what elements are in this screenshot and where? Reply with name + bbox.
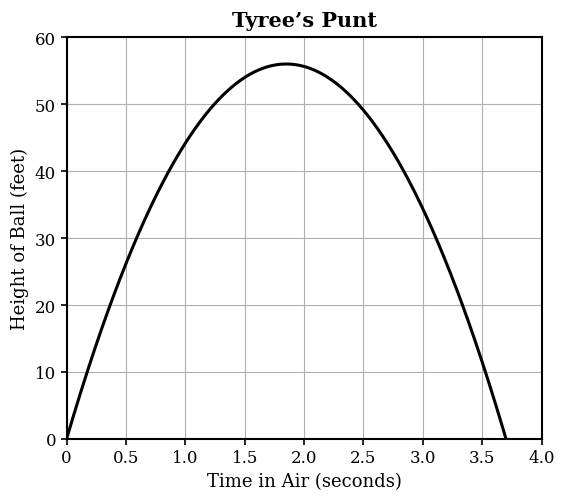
Y-axis label: Height of Ball (feet): Height of Ball (feet) — [11, 148, 29, 330]
X-axis label: Time in Air (seconds): Time in Air (seconds) — [207, 472, 401, 490]
Title: Tyree’s Punt: Tyree’s Punt — [231, 11, 376, 31]
